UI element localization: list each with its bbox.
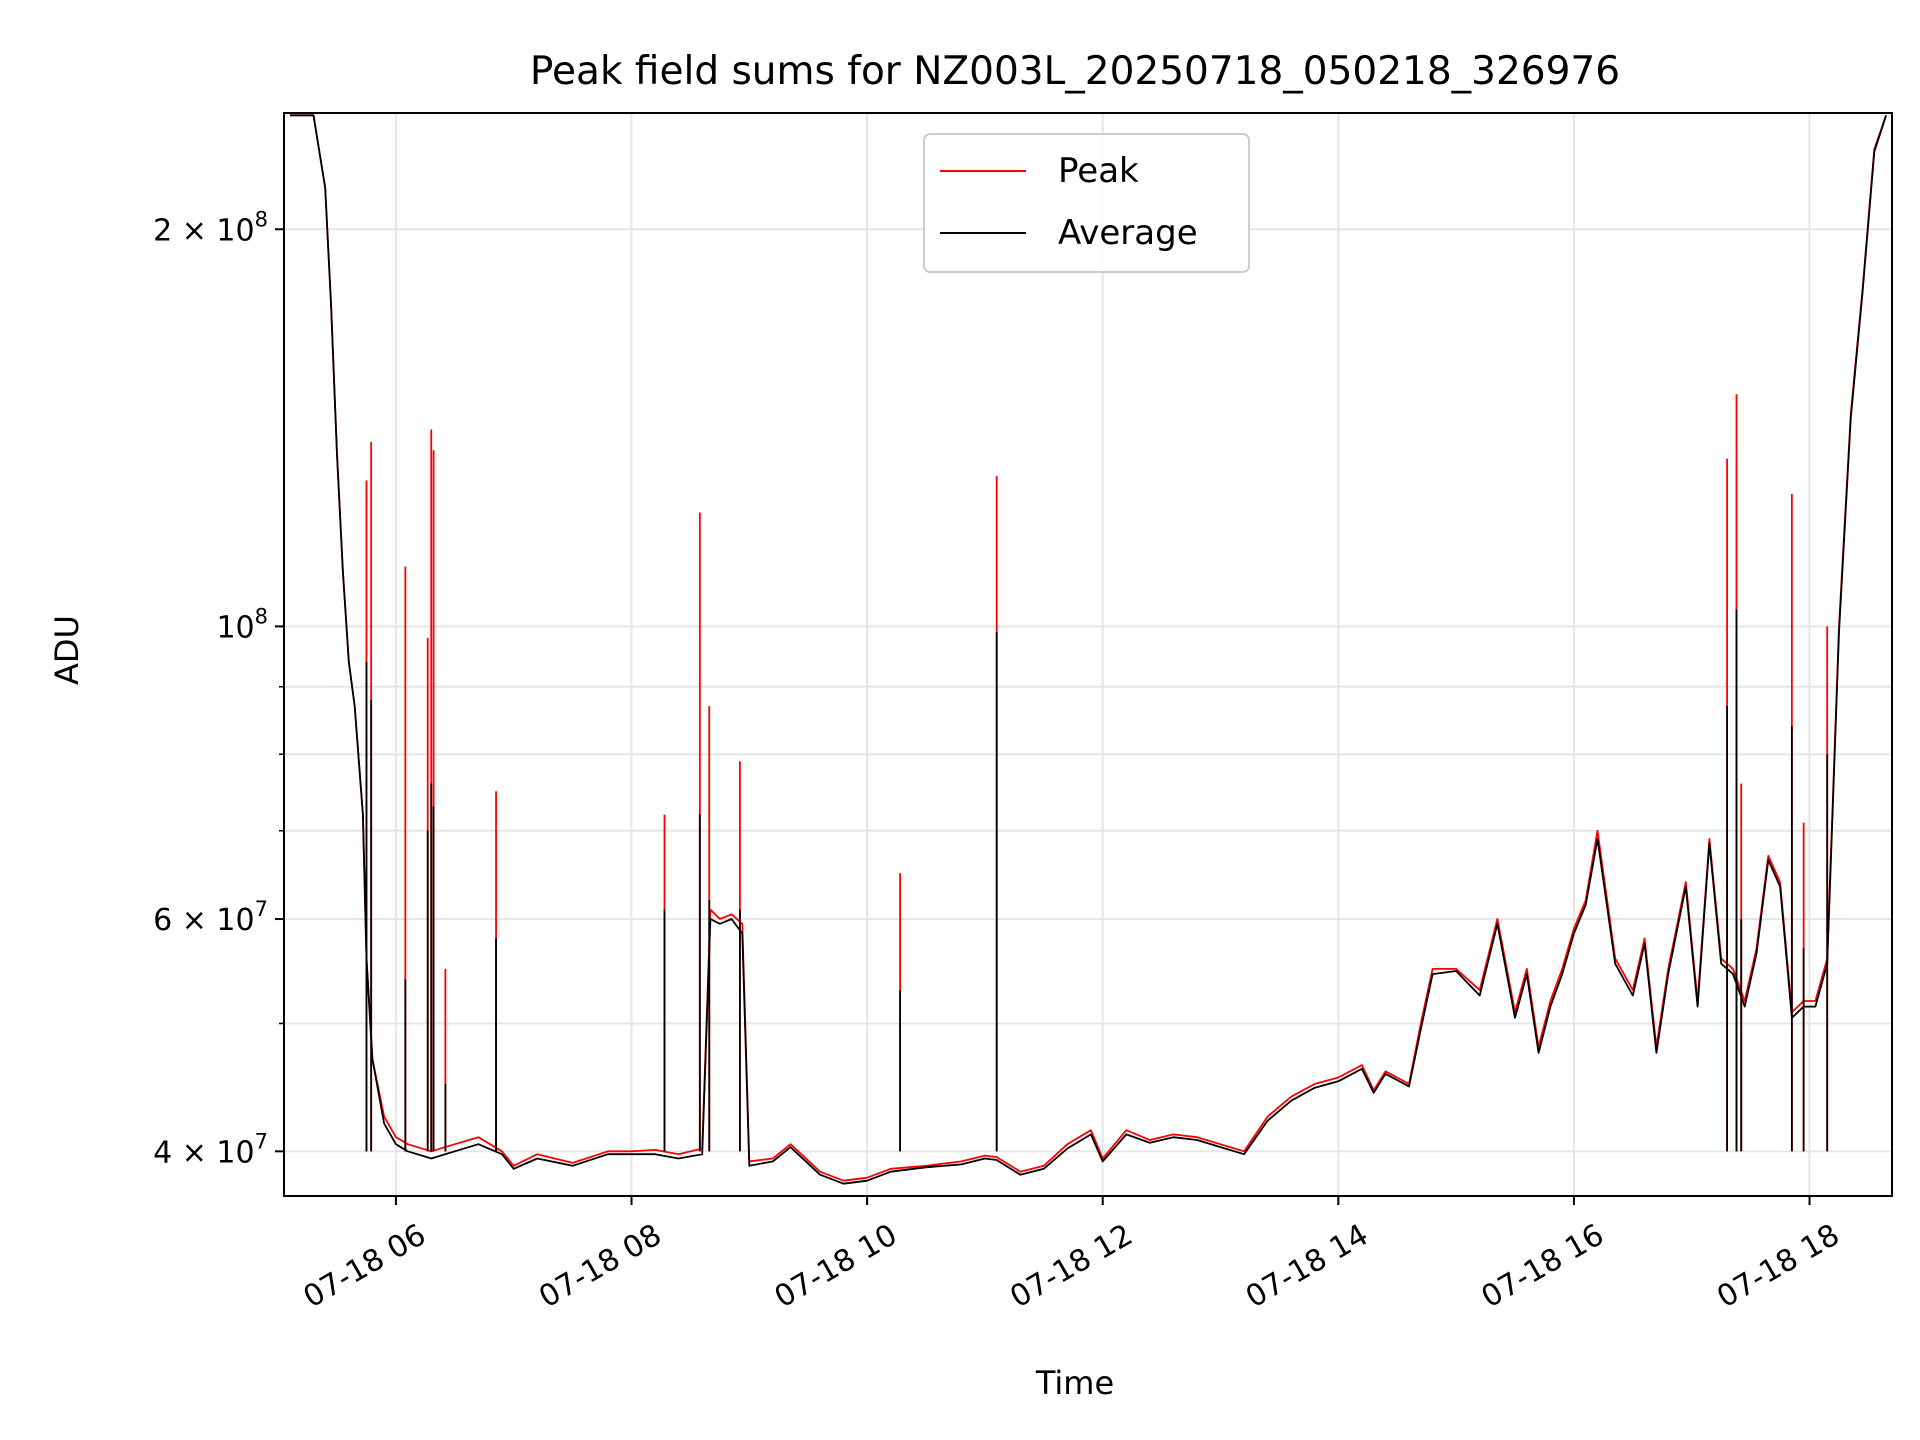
- legend-box: [923, 133, 1250, 273]
- y-tick-label: 6 × 107: [153, 897, 268, 938]
- chart-title: Peak field sums for NZ003L_20250718_0502…: [530, 49, 1620, 94]
- series-line: [289, 114, 1887, 1185]
- legend-label-average: Average: [1058, 213, 1198, 253]
- legend: Peak Average: [923, 133, 1250, 273]
- x-axis-label: Time: [1035, 1364, 1114, 1402]
- series-average: [289, 114, 1887, 1185]
- legend-label-peak: Peak: [1058, 151, 1139, 191]
- y-tick-label: 108: [216, 604, 268, 645]
- y-tick-label: 4 × 107: [153, 1129, 268, 1170]
- plot-frame: [283, 112, 1893, 1197]
- series-layer: [289, 114, 1887, 1185]
- y-axis-label: ADU: [48, 615, 86, 685]
- y-tick-label: 2 × 108: [153, 207, 268, 248]
